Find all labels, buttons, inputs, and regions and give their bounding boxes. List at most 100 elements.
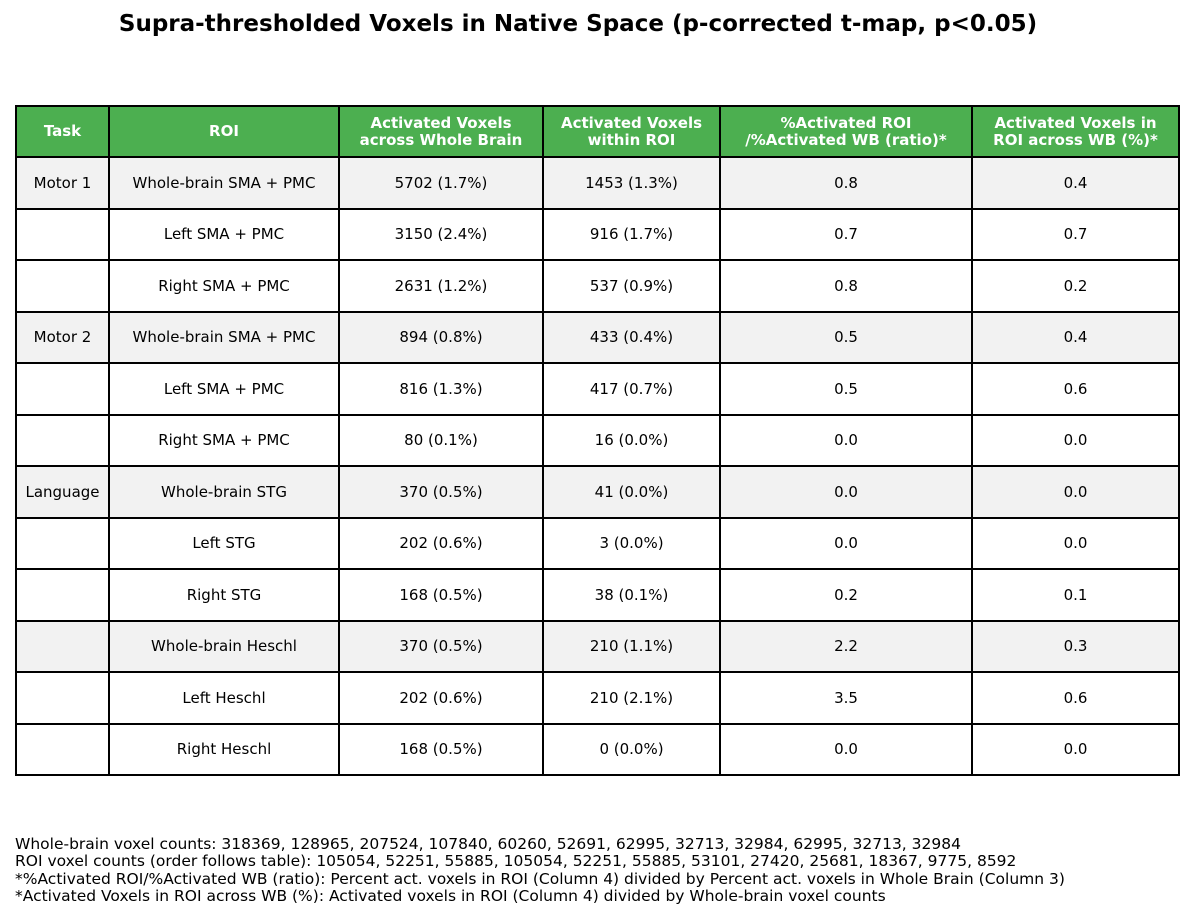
cell-roi-voxels: 38 (0.1%) [542,568,721,622]
cell-wb-voxels: 202 (0.6%) [338,671,544,725]
column-header-ratio: %Activated ROI/%Activated WB (ratio)* [719,105,973,158]
cell-roi-voxels: 916 (1.7%) [542,207,721,261]
data-table: Task ROI Activated Voxels across Whole Brai… [15,105,1180,776]
cell-task [15,722,110,776]
table-row: Right Heschl 168 (0.5%) 0 (0.0%) 0.0 0.0 [15,722,1180,776]
cell-task [15,619,110,673]
cell-ratio: 0.5 [719,310,973,364]
header-row: Task ROI Activated Voxels across Whole Brai… [15,105,1180,158]
table-body: Motor 1 Whole-brain SMA + PMC 5702 (1.7%) 1… [15,156,1180,776]
footnote-line: ROI voxel counts (order follows table): … [15,852,1017,871]
table-row: Motor 2 Whole-brain SMA + PMC 894 (0.8%) 43… [15,310,1180,364]
cell-task: Motor 1 [15,156,110,210]
cell-task [15,362,110,416]
cell-ratio: 0.8 [719,156,973,210]
cell-roi: Left SMA + PMC [108,207,340,261]
cell-roi-across-wb: 0.2 [971,259,1180,313]
cell-ratio: 2.2 [719,619,973,673]
cell-wb-voxels: 370 (0.5%) [338,619,544,673]
table-row: Right SMA + PMC 80 (0.1%) 16 (0.0%) 0.0 0.0 [15,413,1180,467]
cell-ratio: 0.0 [719,722,973,776]
cell-roi-across-wb: 0.0 [971,465,1180,519]
footnote-line: *%Activated ROI/%Activated WB (ratio): P… [15,869,1065,888]
column-header-wb-voxels: Activated Voxels across Whole Brain [338,105,544,158]
cell-roi-across-wb: 0.6 [971,362,1180,416]
cell-roi: Right SMA + PMC [108,413,340,467]
cell-task [15,568,110,622]
cell-task: Motor 2 [15,310,110,364]
footnotes: Whole-brain voxel counts: 318369, 128965… [15,835,1065,905]
cell-roi: Right Heschl [108,722,340,776]
cell-roi-voxels: 1453 (1.3%) [542,156,721,210]
cell-roi-across-wb: 0.6 [971,671,1180,725]
cell-task [15,207,110,261]
cell-wb-voxels: 5702 (1.7%) [338,156,544,210]
table-row: Motor 1 Whole-brain SMA + PMC 5702 (1.7%) 1… [15,156,1180,210]
footnote-line: *Activated Voxels in ROI across WB (%): … [15,886,886,905]
cell-roi: Right STG [108,568,340,622]
cell-roi: Whole-brain SMA + PMC [108,310,340,364]
cell-ratio: 3.5 [719,671,973,725]
table-header: Task ROI Activated Voxels across Whole Brai… [15,105,1180,158]
column-header-task: Task [15,105,110,158]
cell-wb-voxels: 816 (1.3%) [338,362,544,416]
cell-roi-across-wb: 0.0 [971,516,1180,570]
cell-wb-voxels: 370 (0.5%) [338,465,544,519]
cell-ratio: 0.0 [719,413,973,467]
cell-roi-across-wb: 0.0 [971,413,1180,467]
cell-roi-voxels: 16 (0.0%) [542,413,721,467]
table-row: Right SMA + PMC 2631 (1.2%) 537 (0.9%) 0.8 0… [15,259,1180,313]
cell-roi: Left STG [108,516,340,570]
cell-task: Language [15,465,110,519]
cell-roi-voxels: 537 (0.9%) [542,259,721,313]
column-header-roi-across-wb: Activated Voxels in ROI across WB (%)* [971,105,1180,158]
cell-task [15,413,110,467]
table-row: Whole-brain Heschl 370 (0.5%) 210 (1.1%) 2.… [15,619,1180,673]
cell-roi: Left Heschl [108,671,340,725]
cell-ratio: 0.2 [719,568,973,622]
cell-roi-across-wb: 0.0 [971,722,1180,776]
cell-roi: Whole-brain STG [108,465,340,519]
footnote-line: Whole-brain voxel counts: 318369, 128965… [15,835,961,853]
cell-roi: Whole-brain SMA + PMC [108,156,340,210]
cell-roi: Whole-brain Heschl [108,619,340,673]
table-title: Supra-thresholded Voxels in Native Space… [118,11,1038,37]
column-header-roi-voxels: Activated Voxels within ROI [542,105,721,158]
table-row: Language Whole-brain STG 370 (0.5%) 41 (0.0… [15,465,1180,519]
cell-ratio: 0.5 [719,362,973,416]
table-row: Left STG 202 (0.6%) 3 (0.0%) 0.0 0.0 [15,516,1180,570]
table-row: Right STG 168 (0.5%) 38 (0.1%) 0.2 0.1 [15,568,1180,622]
cell-task [15,516,110,570]
cell-task [15,259,110,313]
table-row: Left SMA + PMC 816 (1.3%) 417 (0.7%) 0.5 0.6 [15,362,1180,416]
cell-wb-voxels: 168 (0.5%) [338,568,544,622]
cell-roi-voxels: 0 (0.0%) [542,722,721,776]
cell-task [15,671,110,725]
cell-wb-voxels: 202 (0.6%) [338,516,544,570]
cell-roi-voxels: 417 (0.7%) [542,362,721,416]
cell-roi-voxels: 210 (1.1%) [542,619,721,673]
table-row: Left SMA + PMC 3150 (2.4%) 916 (1.7%) 0.7 0.… [15,207,1180,261]
cell-wb-voxels: 894 (0.8%) [338,310,544,364]
cell-wb-voxels: 3150 (2.4%) [338,207,544,261]
table-row: Left Heschl 202 (0.6%) 210 (2.1%) 3.5 0.6 [15,671,1180,725]
cell-roi-across-wb: 0.4 [971,310,1180,364]
cell-ratio: 0.8 [719,259,973,313]
cell-ratio: 0.7 [719,207,973,261]
cell-wb-voxels: 2631 (1.2%) [338,259,544,313]
cell-roi-across-wb: 0.3 [971,619,1180,673]
cell-ratio: 0.0 [719,516,973,570]
cell-roi-voxels: 433 (0.4%) [542,310,721,364]
cell-ratio: 0.0 [719,465,973,519]
cell-roi-across-wb: 0.1 [971,568,1180,622]
cell-roi-across-wb: 0.7 [971,207,1180,261]
cell-roi: Left SMA + PMC [108,362,340,416]
cell-wb-voxels: 168 (0.5%) [338,722,544,776]
cell-roi: Right SMA + PMC [108,259,340,313]
column-header-roi: ROI [108,105,340,158]
cell-wb-voxels: 80 (0.1%) [338,413,544,467]
cell-roi-across-wb: 0.4 [971,156,1180,210]
cell-roi-voxels: 3 (0.0%) [542,516,721,570]
cell-roi-voxels: 41 (0.0%) [542,465,721,519]
cell-roi-voxels: 210 (2.1%) [542,671,721,725]
